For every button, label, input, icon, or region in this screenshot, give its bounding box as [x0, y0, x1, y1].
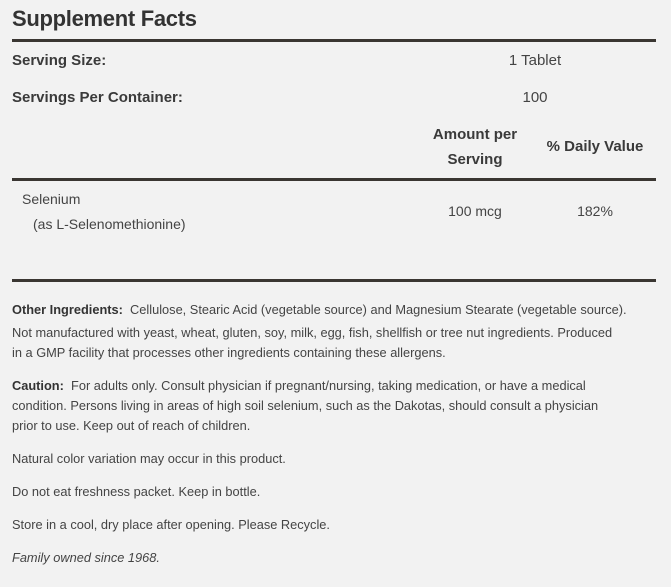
divider [12, 178, 656, 181]
nutrient-source: (as L-Selenomethionine) [33, 216, 186, 232]
note: Do not eat freshness packet. Keep in bot… [12, 484, 261, 499]
serving-size-value: 1 Tablet [508, 52, 562, 69]
nutrient-amount: 100 mcg [448, 203, 502, 219]
other-ingredients-label: Other Ingredients: [12, 302, 123, 317]
caution: Caution: For adults only. Consult physic… [12, 376, 662, 436]
daily-value-header: % Daily Value [546, 138, 644, 155]
servings-per-container-value: 100 [522, 89, 548, 106]
divider [12, 39, 656, 42]
note: Natural color variation may occur in thi… [12, 451, 286, 466]
amount-header-line2: Serving [447, 151, 503, 168]
allergen-statement: Not manufactured with yeast, wheat, glut… [12, 323, 662, 363]
page-title: Supplement Facts [12, 6, 197, 31]
serving-size-label: Serving Size: [12, 52, 107, 69]
family-owned-note: Family owned since 1968. [12, 550, 160, 565]
servings-per-container-label: Servings Per Container: [12, 89, 183, 106]
allergen-line: Not manufactured with yeast, wheat, glut… [12, 325, 613, 340]
note: Store in a cool, dry place after opening… [12, 517, 330, 532]
caution-line: prior to use. Keep out of reach of child… [12, 418, 251, 433]
other-ingredients: Other Ingredients: Cellulose, Stearic Ac… [12, 300, 662, 320]
caution-line: condition. Persons living in areas of hi… [12, 398, 599, 413]
allergen-line: in a GMP facility that processes other i… [12, 345, 446, 360]
nutrient-daily-value: 182% [577, 203, 613, 219]
divider [12, 279, 656, 282]
caution-line: For adults only. Consult physician if pr… [71, 378, 586, 393]
nutrient-name: Selenium [22, 191, 81, 207]
other-ingredients-text: Cellulose, Stearic Acid (vegetable sourc… [130, 302, 627, 317]
caution-label: Caution: [12, 378, 64, 393]
amount-header-line1: Amount per [432, 126, 518, 143]
